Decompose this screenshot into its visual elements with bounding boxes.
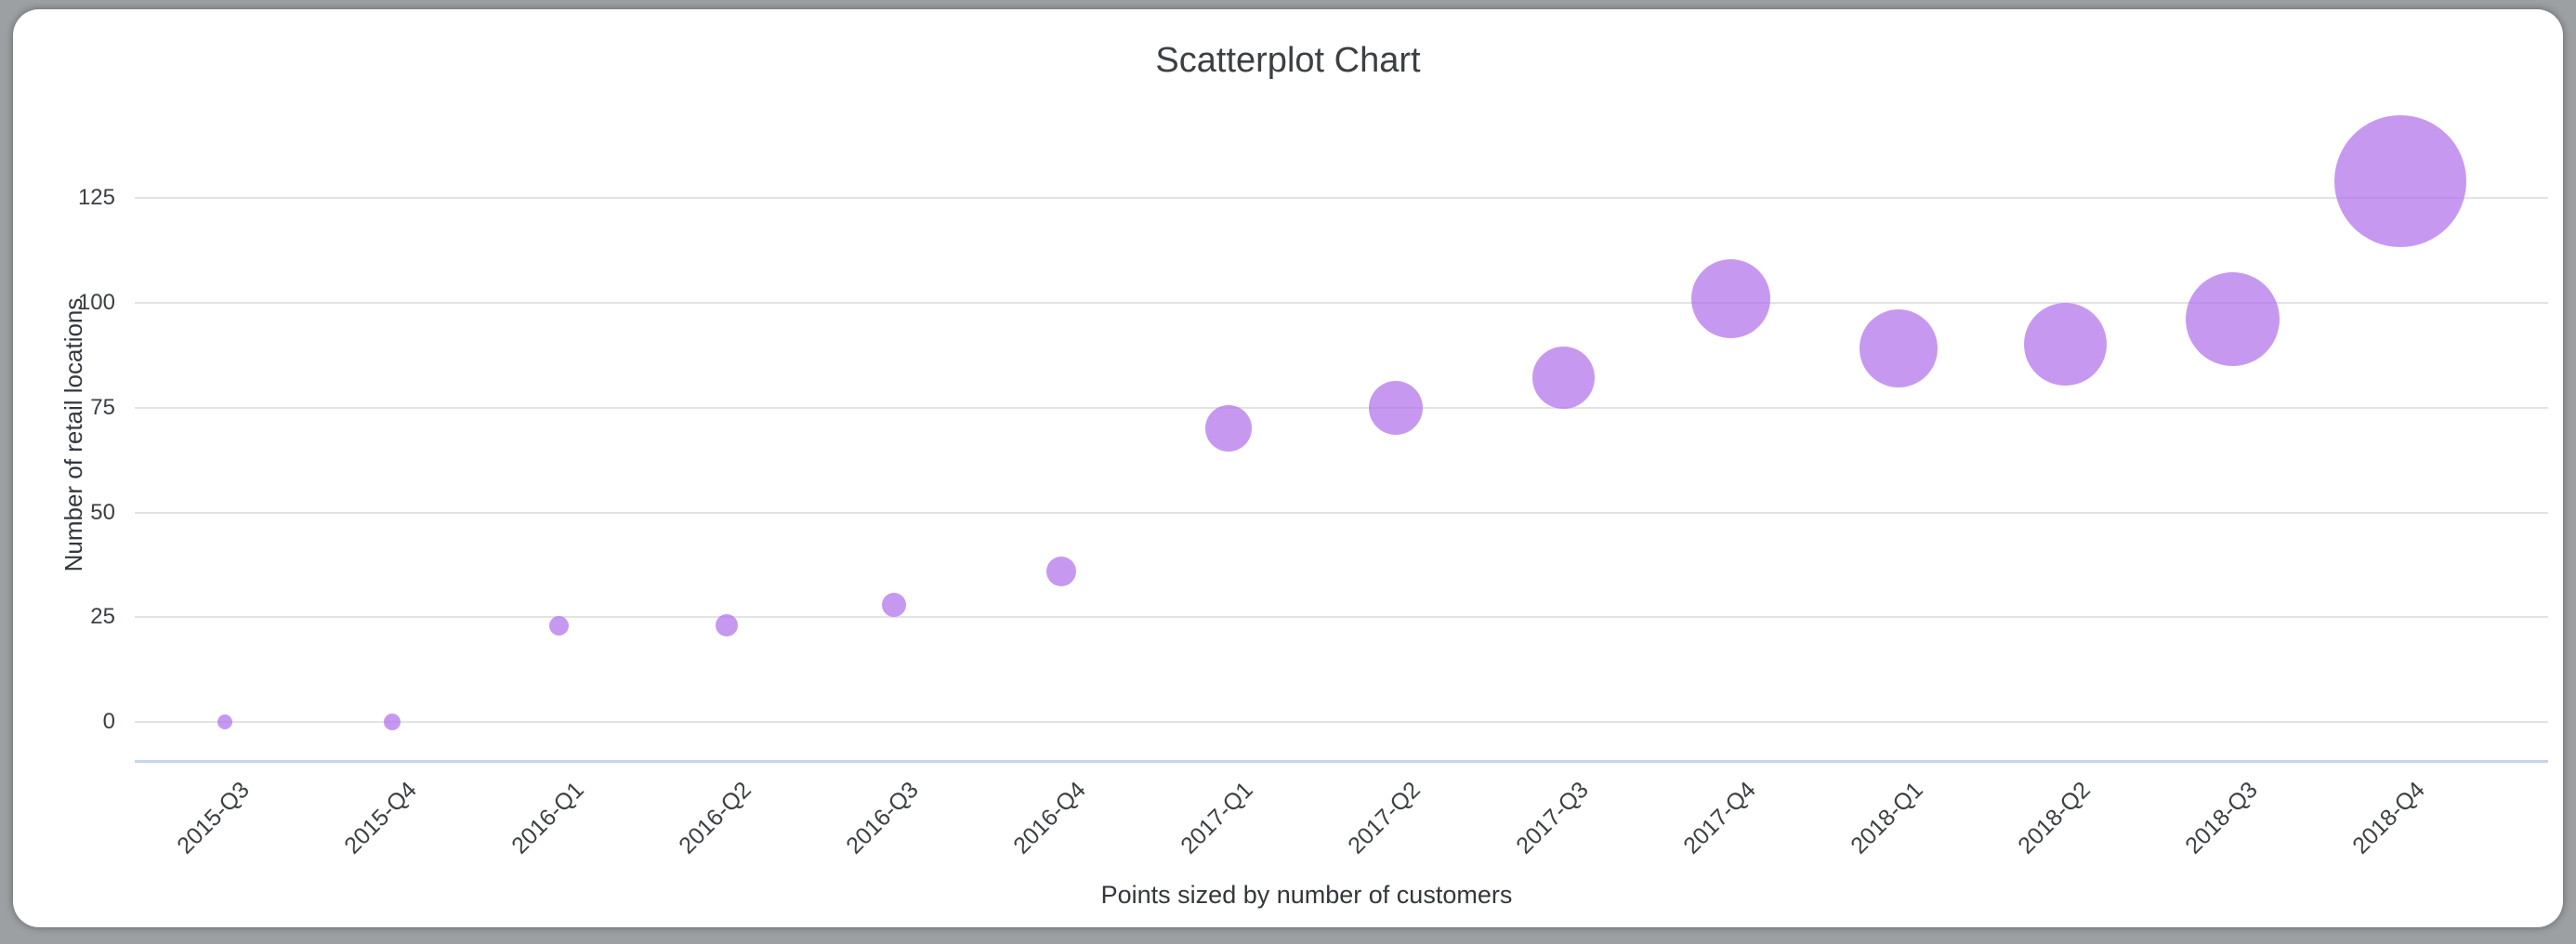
x-tick-label: 2017-Q3 bbox=[1510, 777, 1594, 859]
y-tick-label: 25 bbox=[90, 604, 115, 630]
scatter-point[interactable] bbox=[2334, 114, 2466, 247]
x-tick-label: 2018-Q3 bbox=[2180, 777, 2263, 859]
y-tick-label: 100 bbox=[77, 289, 115, 315]
y-gridline bbox=[135, 511, 2548, 514]
x-tick-label: 2018-Q4 bbox=[2347, 777, 2430, 859]
x-tick-label: 2018-Q2 bbox=[2012, 777, 2096, 859]
x-tick-label: 2017-Q2 bbox=[1343, 777, 1426, 859]
y-gridline bbox=[135, 196, 2548, 199]
y-gridline bbox=[135, 406, 2548, 409]
scatter-point[interactable] bbox=[716, 614, 738, 637]
y-gridline bbox=[135, 616, 2548, 619]
y-tick-label: 75 bbox=[90, 394, 115, 420]
y-tick-label: 0 bbox=[102, 709, 115, 735]
scatter-point[interactable] bbox=[882, 592, 907, 617]
x-tick-label: 2018-Q1 bbox=[1845, 777, 1928, 859]
x-tick-label: 2016-Q3 bbox=[841, 777, 924, 859]
y-gridline bbox=[135, 721, 2548, 724]
scatter-point[interactable] bbox=[217, 715, 232, 730]
y-tick-label: 50 bbox=[90, 499, 115, 525]
y-tick-label: 125 bbox=[77, 184, 115, 210]
scatter-point[interactable] bbox=[1691, 258, 1771, 338]
scatter-point[interactable] bbox=[1859, 309, 1938, 388]
scatter-point[interactable] bbox=[549, 615, 570, 636]
chart-caption: Points sized by number of customers bbox=[1100, 881, 1513, 909]
chart-title: Scatterplot Chart bbox=[1155, 41, 1421, 80]
plot-area: 0 25 50 75 100 125 2015-Q3 2015-Q4 2016-Q1 2016-Q… bbox=[13, 9, 2563, 927]
x-tick-label: 2016-Q2 bbox=[674, 777, 756, 859]
scatter-point[interactable] bbox=[1369, 380, 1424, 435]
scatter-point[interactable] bbox=[1046, 556, 1077, 586]
x-tick-label: 2017-Q4 bbox=[1677, 777, 1761, 859]
scatter-point[interactable] bbox=[2186, 272, 2280, 367]
scatter-point[interactable] bbox=[1205, 405, 1253, 452]
scatter-point[interactable] bbox=[1532, 347, 1595, 410]
x-tick-label: 2017-Q1 bbox=[1176, 777, 1259, 859]
y-gridline bbox=[135, 301, 2548, 304]
scatter-point[interactable] bbox=[2024, 303, 2108, 387]
x-tick-label: 2015-Q4 bbox=[338, 777, 422, 859]
x-tick-label: 2016-Q1 bbox=[506, 777, 589, 859]
scatter-point[interactable] bbox=[383, 714, 401, 731]
x-tick-label: 2016-Q4 bbox=[1008, 777, 1091, 859]
x-tick-label: 2015-Q3 bbox=[171, 777, 255, 859]
chart-card: Scatterplot Chart Number of retail locat… bbox=[13, 9, 2563, 927]
x-axis-baseline bbox=[135, 760, 2548, 763]
